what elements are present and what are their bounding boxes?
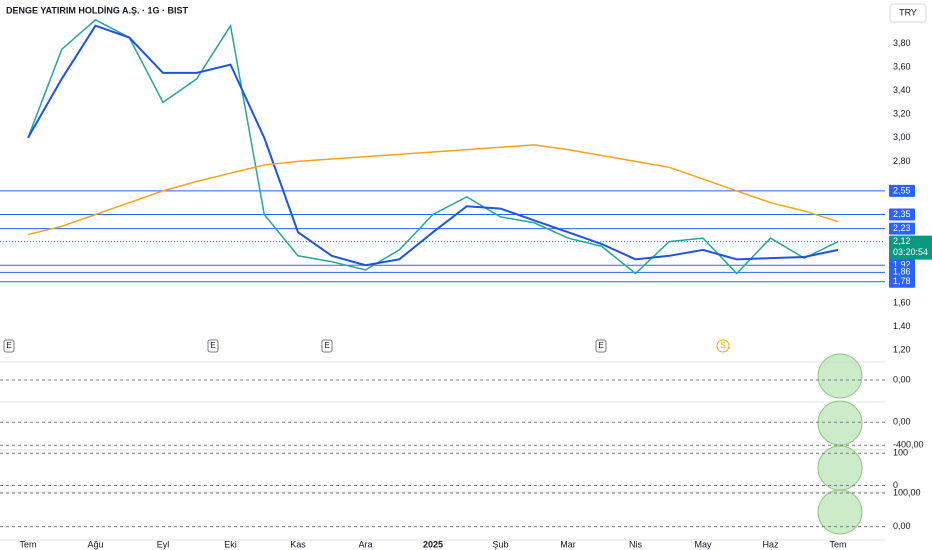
event-marker (716, 339, 730, 353)
level-label: 2,23 (893, 223, 911, 233)
event-marker (3, 339, 15, 353)
x-tick-label: May (694, 539, 712, 549)
level-label: 1,92 (893, 260, 911, 270)
level-label: 1,78 (893, 276, 911, 286)
last-price-label: 2,12 (893, 236, 911, 246)
y-tick-label: 3,00 (893, 132, 911, 142)
x-tick-label: Ağu (87, 539, 103, 549)
y-tick-label: 1,60 (893, 297, 911, 307)
level-label: 2,55 (893, 185, 911, 195)
highlight-circle (817, 445, 863, 491)
y-tick-label: 1,40 (893, 321, 911, 331)
event-label: E (210, 341, 215, 350)
chart-title: DENGE YATIRIM HOLDİNG A.Ş. · 1G · BIST (6, 5, 189, 15)
x-tick-label: Şub (492, 539, 508, 549)
y-tick-label: 3,40 (893, 85, 911, 95)
y-tick-label: 3,20 (893, 109, 911, 119)
currency[interactable]: TRY (899, 7, 917, 17)
level-label: 1,86 (893, 267, 911, 277)
x-tick-label: Mar (560, 539, 576, 549)
event-label: E (6, 341, 11, 350)
level-label-box (889, 222, 915, 235)
countdown: 03:20:54 (893, 247, 928, 257)
panel-tick-label: 100,00 (893, 487, 921, 497)
panel-tick-label: 0 (893, 480, 898, 490)
x-tick-label: Haz (762, 539, 779, 549)
panel-tick-label: 100 (893, 448, 908, 458)
event-label: S (720, 341, 725, 350)
x-tick-label: Ara (358, 539, 372, 549)
x-tick-label: Eyl (157, 539, 170, 549)
event-label: E (598, 341, 603, 350)
price-line (27, 144, 839, 236)
level-label-box (889, 266, 915, 279)
panel-tick-label: -400,00 (893, 440, 924, 450)
event-marker (321, 339, 333, 353)
event-label: E (324, 341, 329, 350)
x-tick-label: Kas (290, 539, 306, 549)
highlight-circle (817, 400, 863, 446)
level-label-box (889, 184, 915, 197)
level-label-box (889, 208, 915, 221)
x-tick-label: 2025 (423, 539, 443, 549)
last-price-box (889, 235, 932, 260)
x-tick-label: Nis (629, 539, 642, 549)
price-line (27, 24, 839, 267)
panel-tick-label: 0,00 (893, 374, 911, 384)
level-label: 2,35 (893, 209, 911, 219)
y-tick-label: 3,60 (893, 61, 911, 71)
y-tick-label: 2,80 (893, 156, 911, 166)
level-label-box (889, 275, 915, 288)
event-marker (207, 339, 219, 353)
highlight-circle (817, 489, 863, 535)
panel-tick-label: 0,00 (893, 417, 911, 427)
panel-tick-label: 0,00 (893, 521, 911, 531)
currency-button[interactable] (889, 3, 927, 23)
x-tick-label: Tem (19, 539, 36, 549)
x-tick-label: Eki (224, 539, 237, 549)
y-tick-label: 3,80 (893, 38, 911, 48)
y-tick-label: 1,20 (893, 345, 911, 355)
highlight-circle (817, 353, 863, 399)
event-marker (595, 339, 607, 353)
price-line (27, 18, 839, 275)
x-tick-label: Tem (829, 539, 846, 549)
